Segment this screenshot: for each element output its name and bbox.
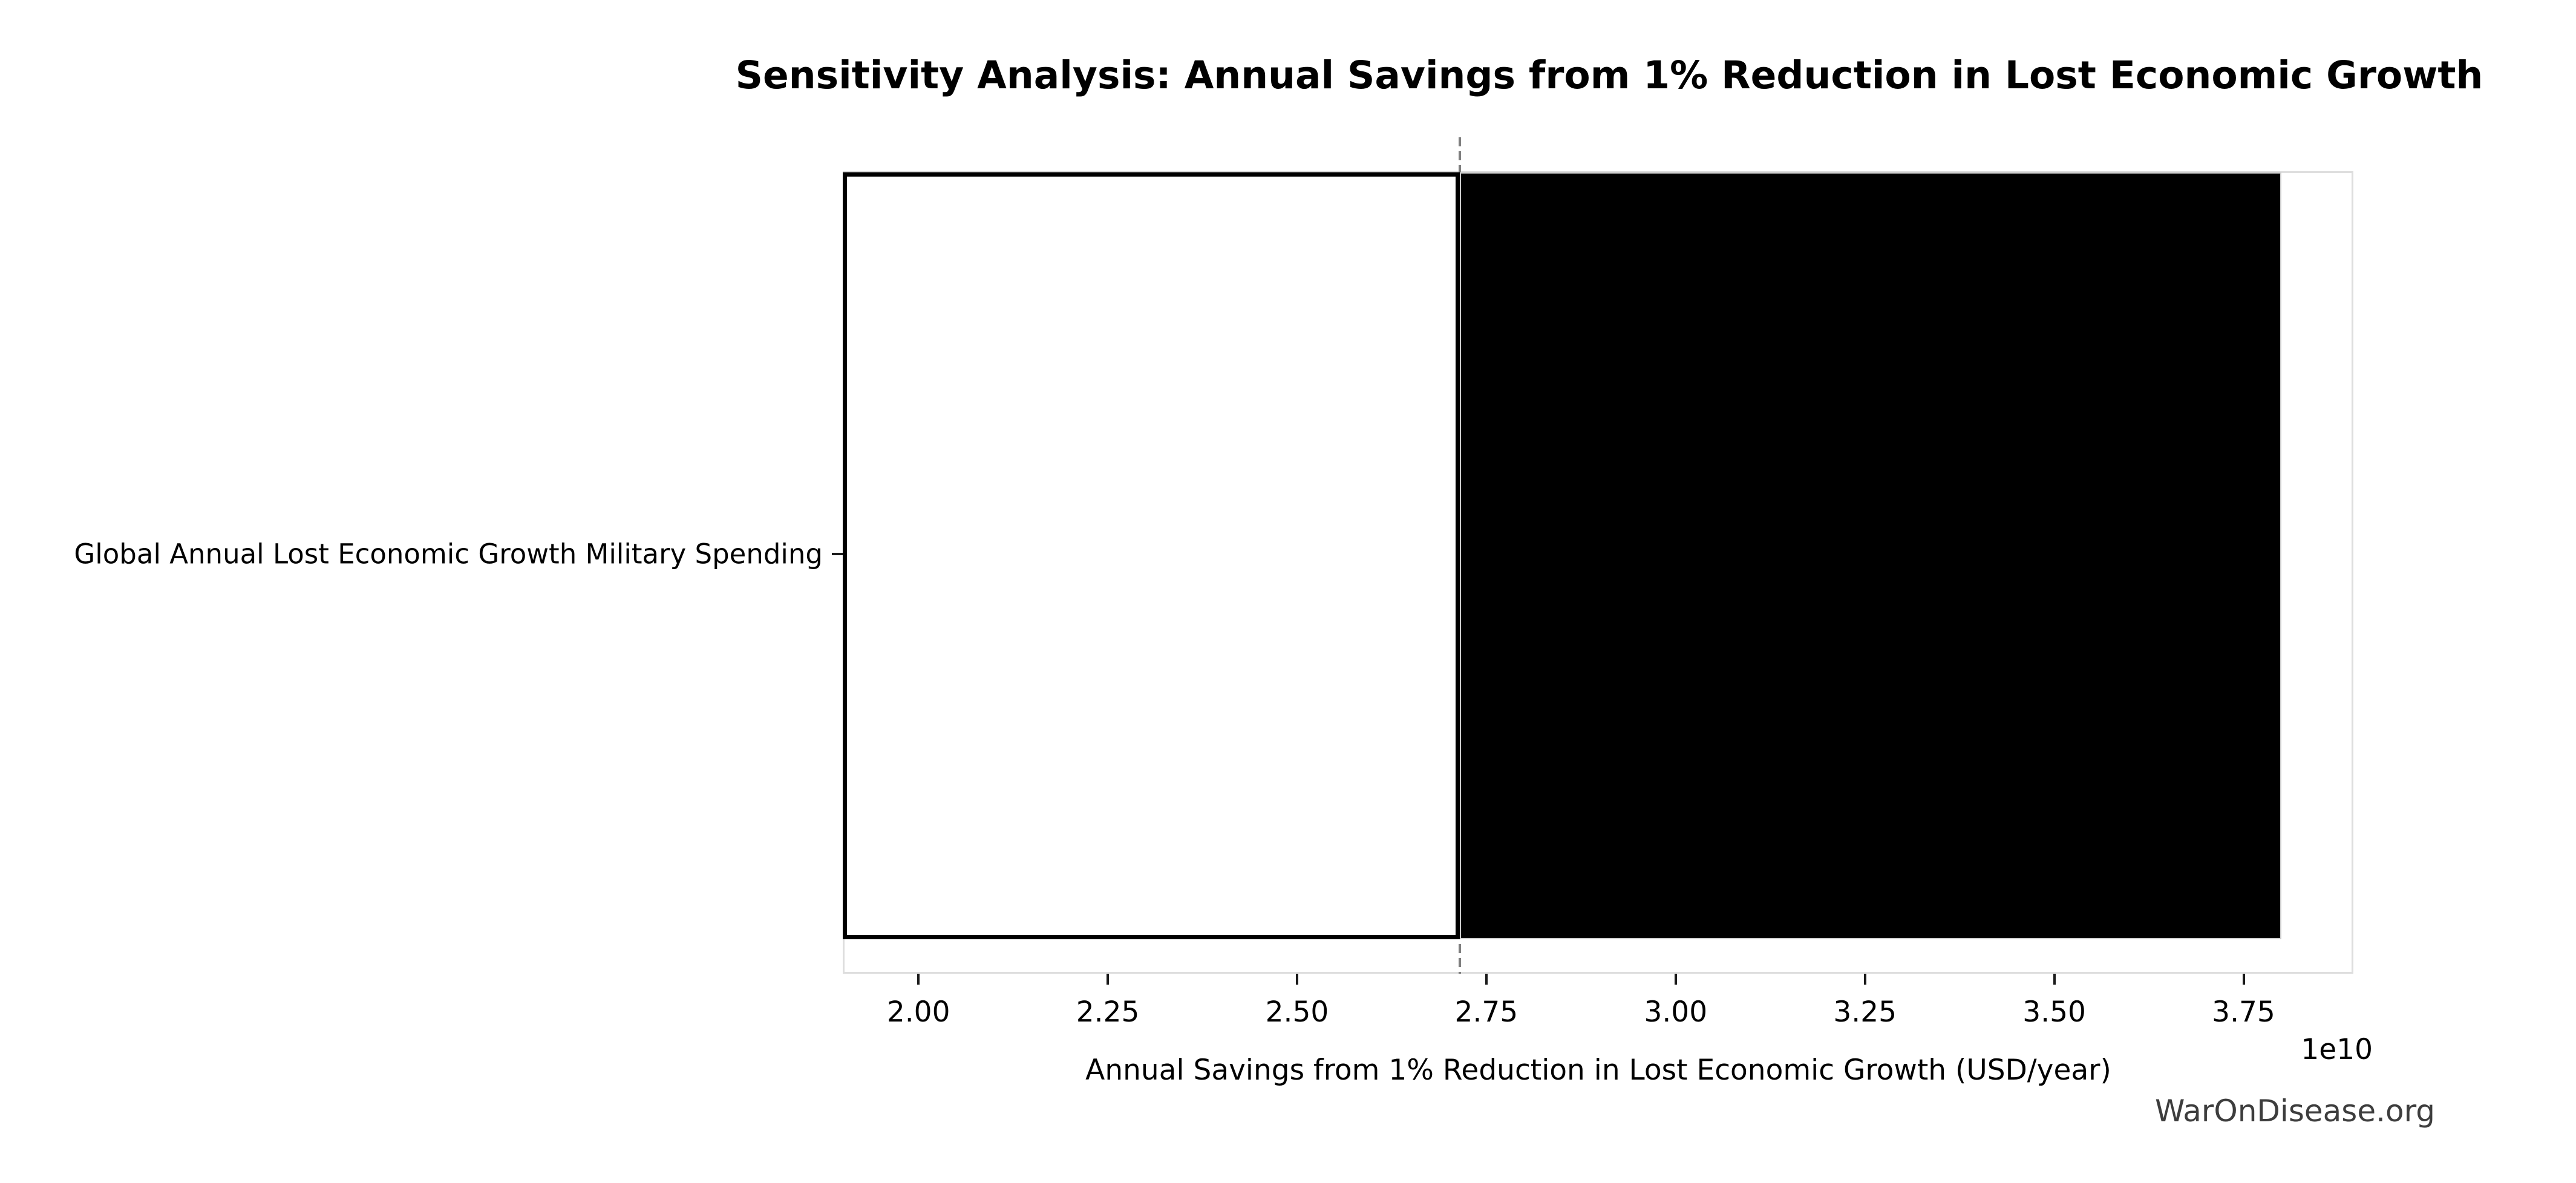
x-tick-mark bbox=[917, 974, 920, 985]
x-axis-label: Annual Savings from 1% Reduction in Lost… bbox=[1085, 1054, 2111, 1087]
x-tick-label: 2.75 bbox=[1454, 996, 1518, 1029]
bar-segment-baseline-to-high bbox=[1460, 172, 2282, 939]
x-tick-mark bbox=[1674, 974, 1677, 985]
x-tick-mark bbox=[2053, 974, 2056, 985]
x-tick-label: 3.25 bbox=[1833, 996, 1897, 1029]
x-tick-label: 2.00 bbox=[886, 996, 950, 1029]
x-tick-mark bbox=[1295, 974, 1298, 985]
x-tick-label: 2.25 bbox=[1076, 996, 1140, 1029]
bar-segment-low-to-baseline bbox=[843, 172, 1460, 939]
y-tick-mark bbox=[832, 553, 843, 555]
watermark-text: WarOnDisease.org bbox=[2154, 1093, 2435, 1129]
x-tick-label: 3.00 bbox=[1644, 996, 1708, 1029]
x-tick-label: 3.50 bbox=[2022, 996, 2086, 1029]
x-tick-mark bbox=[1863, 974, 1866, 985]
x-axis-scale-offset-label: 1e10 bbox=[2301, 1033, 2373, 1066]
x-tick-mark bbox=[2242, 974, 2245, 985]
chart-title: Sensitivity Analysis: Annual Savings fro… bbox=[735, 53, 2483, 97]
x-tick-label: 3.75 bbox=[2212, 996, 2275, 1029]
x-tick-label: 2.50 bbox=[1265, 996, 1329, 1029]
y-category-label: Global Annual Lost Economic Growth Milit… bbox=[74, 538, 823, 570]
x-tick-mark bbox=[1485, 974, 1488, 985]
x-tick-mark bbox=[1107, 974, 1110, 985]
